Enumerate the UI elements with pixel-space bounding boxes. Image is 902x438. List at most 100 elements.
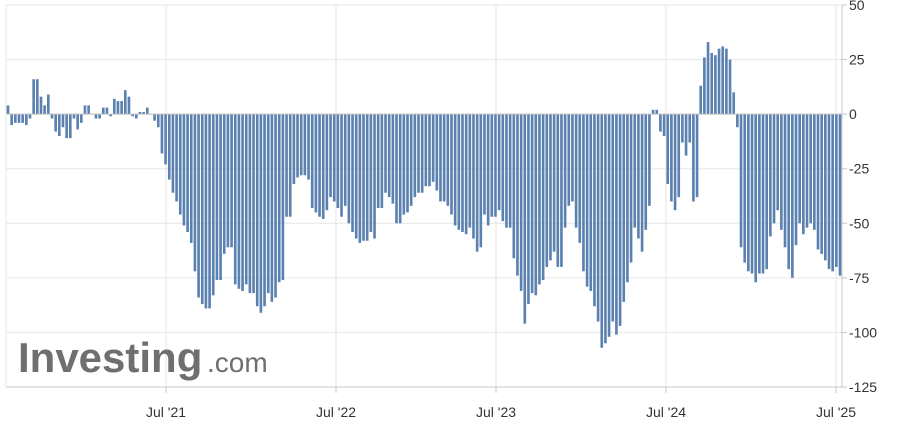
bar	[604, 114, 607, 344]
bar	[131, 114, 134, 117]
bar	[409, 114, 413, 206]
bar	[248, 114, 252, 294]
bar	[725, 48, 728, 115]
bar	[673, 114, 677, 211]
y-tick-label: -75	[849, 270, 869, 286]
bar	[101, 107, 105, 115]
bar	[14, 114, 17, 123]
bar	[380, 114, 384, 208]
bar	[607, 114, 611, 337]
bar	[552, 114, 556, 252]
bar-series	[6, 42, 842, 348]
bar	[39, 96, 43, 115]
bar	[171, 114, 175, 193]
bar	[582, 114, 585, 272]
bar	[233, 114, 237, 285]
y-tick-label: 0	[849, 106, 857, 122]
bar	[721, 46, 725, 115]
bar	[288, 114, 292, 217]
bar	[72, 114, 76, 119]
bar	[211, 114, 215, 296]
watermark-brand: Investing	[18, 334, 202, 381]
bar	[648, 114, 651, 206]
bar	[802, 114, 805, 235]
bar	[571, 114, 574, 202]
bar	[622, 114, 626, 302]
bar	[655, 109, 659, 115]
bar	[6, 105, 10, 115]
bar	[351, 114, 354, 233]
bar	[303, 114, 307, 176]
investing-watermark: Investing .com	[18, 334, 268, 381]
bar	[204, 114, 208, 309]
bar	[618, 114, 622, 326]
bar	[428, 114, 431, 187]
bar	[527, 114, 530, 305]
bar	[362, 114, 365, 241]
bar	[87, 105, 90, 115]
bar	[798, 114, 801, 224]
bar	[310, 114, 314, 208]
bar	[347, 114, 351, 224]
bar	[281, 114, 285, 281]
bar	[563, 114, 567, 228]
y-tick-label: -100	[849, 324, 877, 340]
bar	[640, 114, 644, 252]
bar	[25, 114, 28, 126]
bar	[398, 114, 402, 224]
bar	[358, 114, 362, 243]
bar	[710, 53, 714, 115]
bar	[424, 114, 428, 187]
bar	[94, 114, 98, 119]
bar	[794, 114, 798, 246]
bar	[776, 114, 780, 211]
bar	[369, 114, 373, 233]
bar	[442, 114, 446, 202]
bar	[519, 114, 523, 291]
bar	[182, 114, 186, 226]
bar	[545, 114, 549, 267]
bar	[200, 114, 204, 305]
bar	[475, 114, 479, 252]
x-tick-label: Jul '24	[646, 404, 686, 420]
bar	[615, 114, 618, 335]
bar	[483, 114, 486, 215]
bar	[714, 55, 717, 115]
bar	[743, 114, 747, 263]
bar	[164, 114, 167, 165]
bar	[376, 114, 380, 208]
bar	[47, 94, 50, 115]
bar	[54, 114, 57, 132]
bar	[189, 114, 193, 243]
bar	[50, 114, 54, 119]
bar	[758, 114, 761, 274]
bar	[120, 101, 123, 115]
bar	[138, 111, 142, 115]
bar	[633, 114, 637, 228]
bar	[523, 114, 527, 324]
bar	[391, 114, 395, 204]
bar	[457, 114, 461, 230]
bar	[28, 114, 32, 119]
bar	[750, 114, 754, 274]
y-axis-labels: 50 25 0 -25 -50 -75 -100 -125	[849, 0, 877, 395]
bar	[516, 114, 519, 276]
bar	[255, 114, 259, 307]
bar	[611, 114, 615, 322]
x-axis-labels: Jul '21 Jul '22 Jul '23 Jul '24 Jul '25	[146, 404, 856, 420]
bar	[453, 114, 457, 226]
bar	[222, 114, 226, 254]
bar	[402, 114, 406, 215]
bar	[167, 114, 171, 180]
bar	[772, 114, 776, 224]
bar	[270, 114, 274, 302]
x-tick-label: Jul '22	[316, 404, 356, 420]
bar	[237, 114, 241, 289]
bar	[406, 114, 409, 213]
bar	[695, 114, 699, 198]
bar	[21, 114, 24, 123]
bar	[208, 114, 211, 309]
bar	[439, 114, 442, 202]
bar	[512, 114, 516, 259]
bar	[593, 114, 596, 307]
